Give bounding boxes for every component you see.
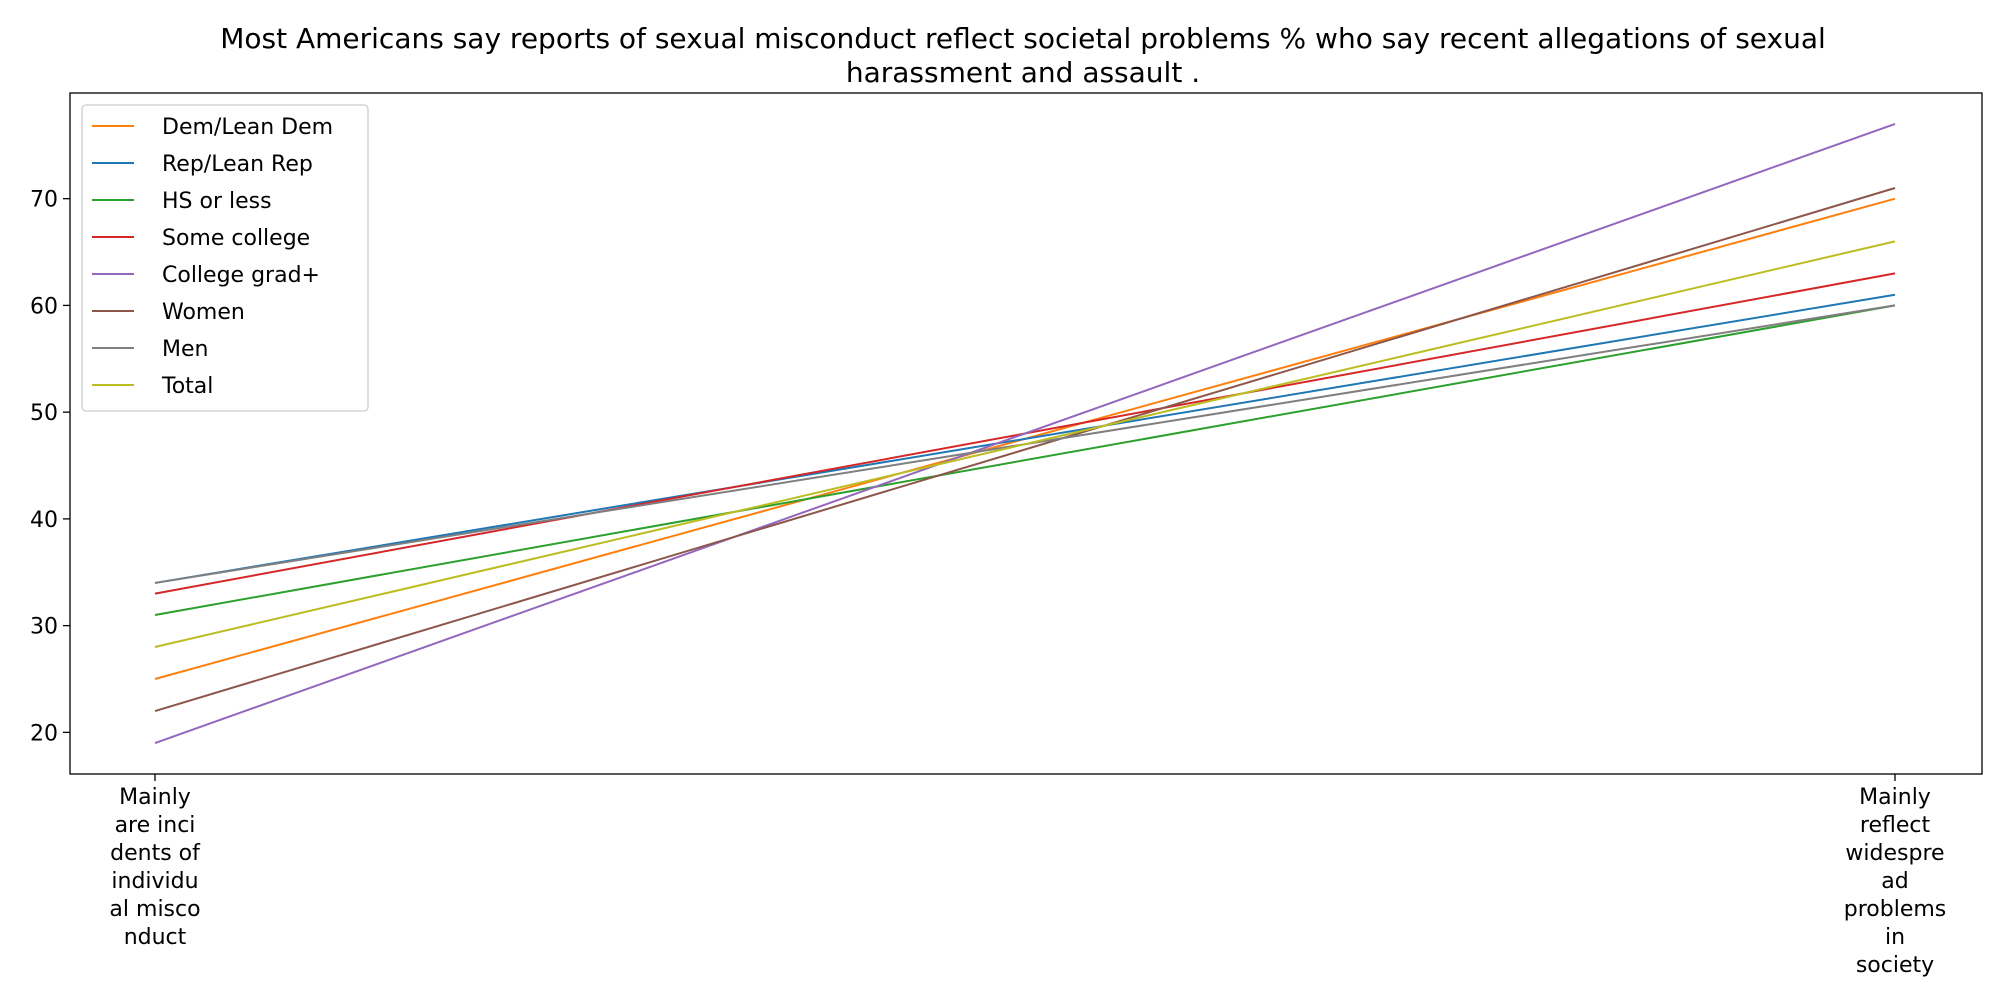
legend-box — [81, 104, 369, 412]
x-tick-label: Mainly are inci dents of individu al misco nd… — [109, 785, 201, 950]
series-line-4 — [154, 123, 1896, 744]
y-tick-label: 60 — [30, 294, 58, 319]
x-tick-label-line: Mainly — [119, 785, 191, 810]
y-tick-label: 30 — [30, 615, 58, 640]
x-tick-label-line: ad — [1881, 869, 1908, 894]
y-tick-label: 50 — [30, 401, 58, 426]
legend-label: Some college — [162, 226, 310, 251]
x-tick-label-line: widespre — [1845, 841, 1944, 866]
chart-title-line-2: harassment and assault . — [846, 56, 1200, 89]
series-line-1 — [154, 293, 1896, 584]
legend-label: Dem/Lean Dem — [162, 115, 333, 140]
x-axis: Mainly are inci dents of individu al misco nd… — [109, 774, 1946, 978]
legend-label: Rep/Lean Rep — [162, 152, 313, 177]
x-tick-label-line: nduct — [124, 925, 187, 950]
legend-label: Women — [162, 300, 245, 325]
x-tick-label-line: reflect — [1860, 813, 1931, 838]
legend: Dem/Lean Dem Rep/Lean Rep HS or less Some c… — [81, 104, 369, 412]
series-line-2 — [154, 304, 1896, 616]
legend-label: College grad+ — [162, 263, 320, 288]
legend-label: Total — [161, 374, 213, 399]
x-tick-label-line: are inci — [115, 813, 196, 838]
x-tick-label: Mainly reflect widespre ad problems in society — [1844, 785, 1947, 978]
y-tick-label: 20 — [30, 721, 58, 746]
y-axis: 20 30 40 50 60 70 — [30, 188, 70, 746]
series-line-7 — [154, 240, 1896, 648]
x-tick-label-line: problems — [1844, 897, 1947, 922]
x-tick-label-line: Mainly — [1859, 785, 1931, 810]
x-tick-label-line: in — [1885, 925, 1905, 950]
y-tick-label: 40 — [30, 508, 58, 533]
series-line-5 — [154, 187, 1896, 712]
chart-title-line-1: Most Americans say reports of sexual mis… — [220, 22, 1826, 55]
x-tick-label-line: individu — [111, 869, 198, 894]
y-tick-label: 70 — [30, 188, 58, 213]
x-tick-label-line: al misco — [109, 897, 200, 922]
legend-label: HS or less — [162, 189, 272, 214]
x-tick-label-line: dents of — [110, 841, 201, 866]
plot-frame — [69, 92, 1983, 775]
x-tick-label-line: society — [1856, 953, 1934, 978]
legend-label: Men — [162, 337, 208, 362]
series-lines — [154, 123, 1896, 744]
